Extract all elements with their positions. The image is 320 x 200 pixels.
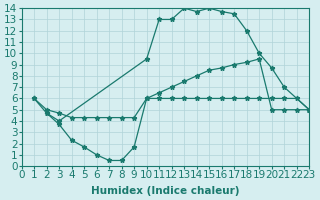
X-axis label: Humidex (Indice chaleur): Humidex (Indice chaleur) <box>91 186 240 196</box>
